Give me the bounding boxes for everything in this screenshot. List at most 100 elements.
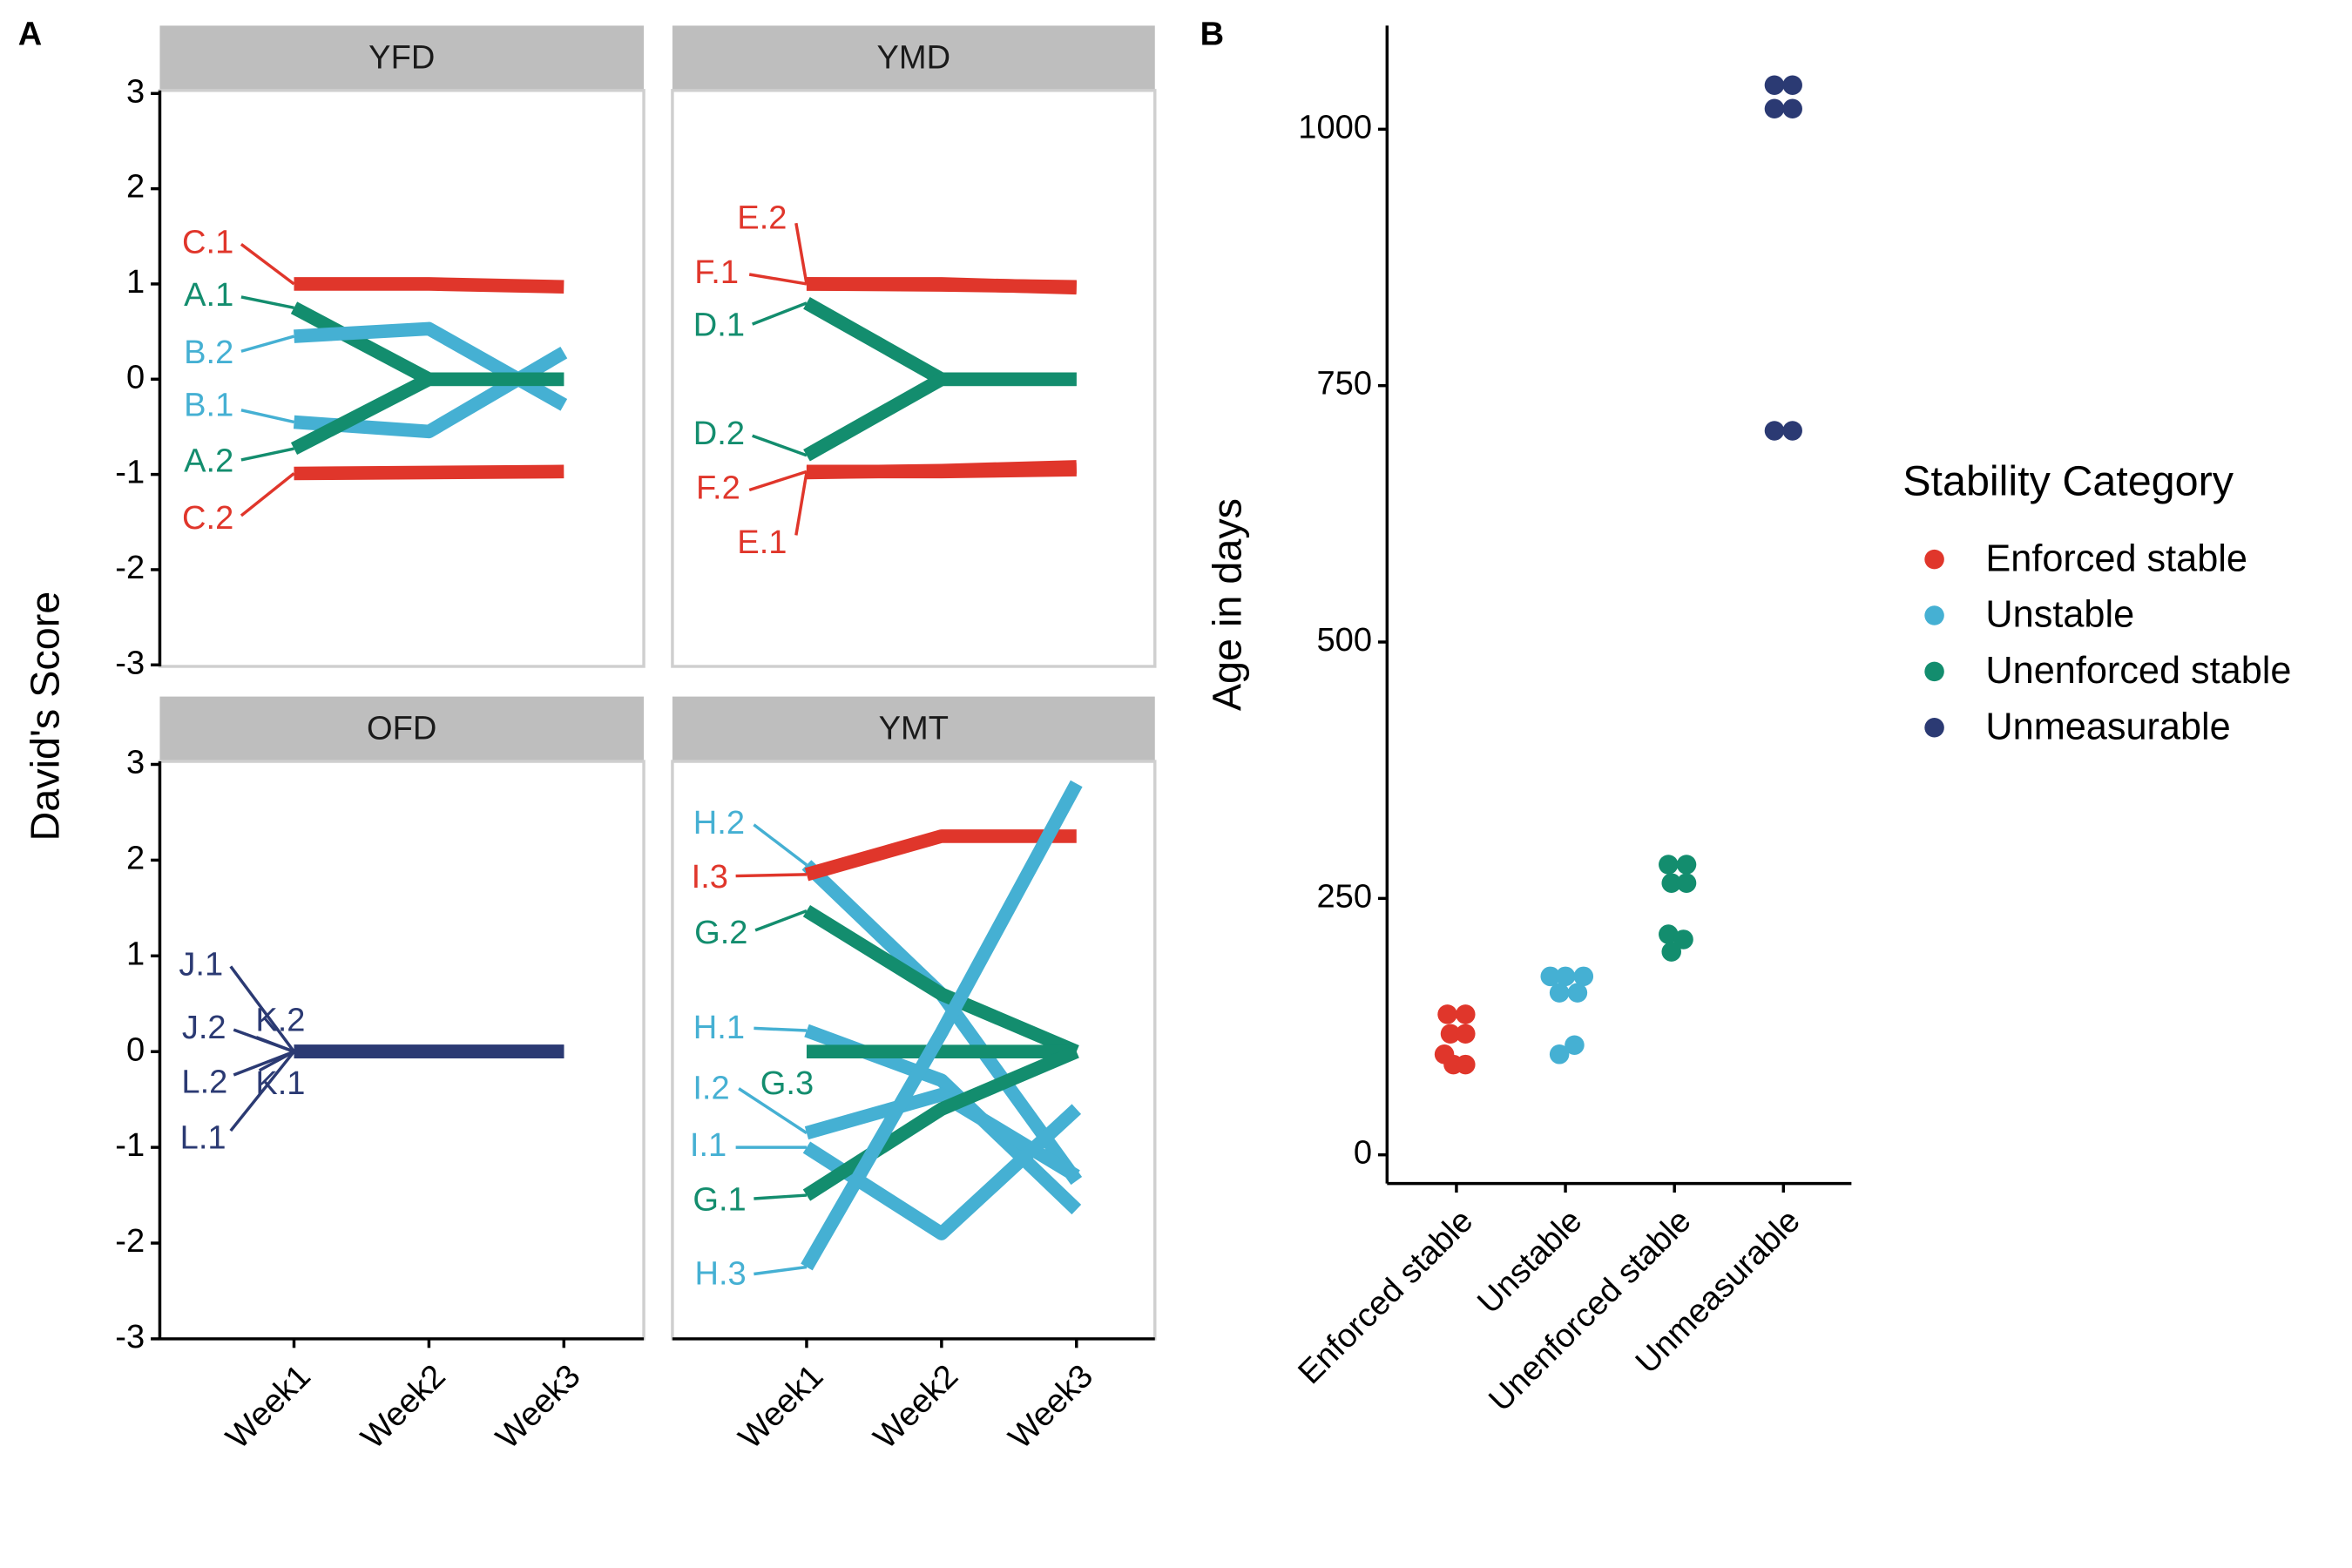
series-line — [806, 460, 1077, 480]
series-label: C.2 — [182, 500, 233, 537]
series-label: A.1 — [184, 277, 233, 314]
point — [1456, 1024, 1476, 1044]
series-label: F.2 — [696, 470, 740, 507]
y-tick-label: -1 — [115, 455, 145, 491]
point — [1661, 873, 1681, 893]
panel-border — [671, 89, 1157, 668]
point — [1659, 924, 1679, 944]
x-tick-label: Enforced stable — [1292, 1203, 1481, 1392]
series-label: I.3 — [692, 859, 728, 896]
leader-line — [794, 472, 808, 536]
legend-label: Unenforced stable — [1985, 650, 2291, 692]
legend-key — [1924, 661, 1944, 682]
point — [1782, 98, 1802, 119]
point — [1782, 421, 1802, 441]
leader-line — [754, 909, 808, 932]
x-tick-label: Week2 — [867, 1358, 965, 1456]
series-line — [803, 372, 1077, 462]
series-label: H.1 — [693, 1010, 745, 1046]
series-label: D.2 — [693, 416, 745, 452]
panel-border — [158, 89, 645, 668]
point — [1764, 421, 1785, 441]
series-label: J.2 — [182, 1010, 226, 1046]
point — [1565, 1035, 1585, 1055]
y-axis-title: David's Score — [23, 591, 68, 841]
series-label: J.1 — [179, 946, 223, 983]
leader-line — [735, 873, 807, 878]
x-tick-label: Week3 — [490, 1358, 588, 1456]
y-tick-label: 3 — [126, 73, 145, 110]
series-label: B.1 — [184, 387, 233, 423]
series-label: F.1 — [694, 254, 739, 291]
series-line — [803, 297, 1077, 387]
series-line — [293, 346, 568, 439]
y-tick-label: 2 — [126, 169, 145, 206]
series-label: G.3 — [760, 1065, 814, 1102]
legend-label: Unstable — [1985, 594, 2134, 636]
y-tick-label: -3 — [115, 1319, 145, 1355]
y-tick-label: 250 — [1316, 878, 1372, 915]
point — [1549, 1044, 1570, 1064]
point — [1540, 966, 1561, 987]
y-tick-label: 1 — [126, 264, 145, 301]
leader-line — [752, 301, 808, 326]
series-label: A.2 — [184, 443, 233, 479]
y-tick-label: -2 — [115, 1223, 145, 1260]
series-label: G.1 — [693, 1181, 746, 1218]
series-line — [804, 829, 1077, 882]
series-label: B.2 — [184, 335, 233, 371]
series-label: H.3 — [694, 1255, 746, 1292]
point — [1676, 855, 1697, 875]
leader-line — [748, 273, 808, 286]
x-tick-label: Week1 — [220, 1358, 318, 1456]
leader-line — [240, 243, 295, 286]
series-label: K.2 — [255, 1003, 305, 1039]
y-tick-label: 0 — [126, 359, 145, 395]
strip — [672, 25, 1155, 91]
y-tick-label: 0 — [126, 1031, 145, 1068]
leader-line — [752, 434, 808, 457]
point — [1782, 75, 1802, 95]
x-tick-label: Week2 — [355, 1358, 453, 1456]
leader-line — [240, 295, 294, 309]
point — [1764, 75, 1785, 95]
series-label: H.2 — [693, 805, 745, 841]
y-tick-label: 2 — [126, 840, 145, 876]
series-line — [294, 464, 564, 481]
leader-line — [240, 335, 294, 353]
legend-key — [1924, 605, 1944, 625]
series-label: I.2 — [693, 1070, 729, 1106]
facet-title: YMD — [877, 39, 951, 76]
y-tick-label: -2 — [115, 550, 145, 586]
point — [1456, 1054, 1476, 1075]
series-label: K.1 — [255, 1065, 305, 1102]
series-label: C.1 — [182, 224, 233, 260]
facet-title: YFD — [368, 39, 435, 76]
strip — [159, 696, 645, 762]
y-tick-label: 1 — [126, 936, 145, 972]
series-line — [290, 372, 564, 456]
series-line — [806, 277, 1077, 295]
y-tick-label: 3 — [126, 745, 145, 781]
panel-label: A — [18, 17, 43, 53]
facet-title: YMT — [879, 711, 949, 747]
point — [1573, 966, 1594, 987]
point — [1440, 1024, 1461, 1044]
series-line — [801, 780, 1083, 1271]
leader-line — [753, 823, 808, 867]
x-tick-label: Week1 — [732, 1358, 830, 1456]
leader-line — [738, 1087, 808, 1135]
series-line — [802, 905, 1079, 1058]
legend-key — [1924, 549, 1944, 570]
point — [1549, 983, 1570, 1003]
y-tick-label: 0 — [1354, 1135, 1372, 1172]
point — [1676, 873, 1697, 893]
leader-line — [754, 1193, 808, 1200]
leader-line — [229, 965, 295, 1053]
point — [1437, 1004, 1457, 1024]
y-tick-label: -1 — [115, 1127, 145, 1164]
leader-line — [258, 1050, 295, 1072]
leader-line — [748, 470, 808, 492]
